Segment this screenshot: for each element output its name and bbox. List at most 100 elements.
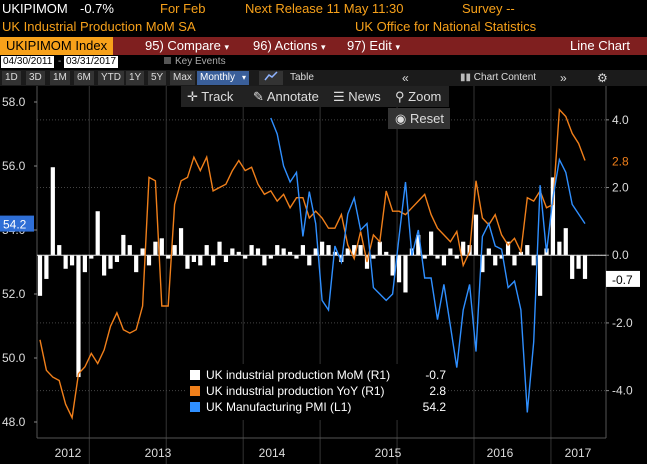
mom-bar — [69, 255, 75, 266]
range-3d-button[interactable]: 3D — [26, 71, 45, 85]
magnifier-icon: ⚲ — [395, 89, 405, 104]
mom-bar — [76, 255, 81, 378]
line-chart[interactable]: 58.056.054.052.050.048.0 4.02.00.0-2.0-4… — [0, 86, 647, 464]
mom-bar — [461, 241, 466, 256]
mom-last-value: -0.7 — [612, 273, 633, 287]
ticker-field[interactable]: UKIPIMOM Index — [0, 37, 114, 55]
actions-label: 96) Actions — [253, 38, 318, 53]
range-1m-button[interactable]: 1M — [50, 71, 70, 85]
track-label: Track — [201, 89, 234, 104]
chart-content-button[interactable]: ▮▮ Chart Content — [460, 71, 536, 85]
mom-bar — [486, 248, 491, 256]
range-ytd-button[interactable]: YTD — [98, 71, 124, 85]
x-tick-label: 2016 — [487, 446, 514, 460]
actions-button[interactable]: 96) Actions ▾ — [253, 37, 325, 56]
mom-bar — [352, 245, 357, 256]
release-period: For Feb — [160, 1, 206, 16]
mom-bar — [281, 248, 286, 256]
frequency-label: Monthly — [200, 72, 236, 83]
mom-bar — [44, 255, 49, 279]
mom-bar — [538, 255, 543, 296]
right-tick-label: 0.0 — [612, 248, 629, 262]
pmi-last-tag — [0, 215, 34, 232]
mom-bar — [185, 255, 190, 269]
mom-bar — [230, 248, 235, 256]
x-tick-label: 2017 — [565, 446, 592, 460]
right-tick-label: -2.0 — [612, 316, 633, 330]
mom-bar — [211, 255, 216, 266]
mom-bar — [166, 255, 171, 259]
chevron-down-icon: ▾ — [395, 42, 400, 52]
mom-bar — [223, 255, 229, 262]
frequency-select[interactable]: Monthly ▾ — [197, 71, 250, 85]
mom-bar — [243, 255, 248, 259]
news-label: News — [348, 89, 381, 104]
mom-bar — [287, 251, 293, 256]
left-tick-label: 50.0 — [2, 351, 26, 365]
mom-bar — [191, 255, 196, 262]
yoy-last-tag-bg — [608, 152, 634, 169]
mom-bar — [377, 241, 382, 256]
reset-button[interactable]: ◉ Reset — [388, 108, 450, 129]
security-description: UK Industrial Production MoM SA — [2, 19, 196, 34]
end-date-field[interactable]: 03/31/2017 — [64, 56, 119, 68]
legend-swatch — [190, 370, 200, 380]
mom-bar — [345, 248, 350, 256]
key-events-toggle[interactable]: Key Events — [164, 55, 226, 69]
range-1d-button[interactable]: 1D — [2, 71, 21, 85]
next-release: Next Release 11 May 11:30 — [245, 1, 404, 16]
legend-swatch — [190, 386, 200, 396]
annotate-button[interactable]: ✎ Annotate — [253, 86, 319, 107]
bar-chart-icon: ▮▮ — [460, 72, 474, 83]
range-5y-button[interactable]: 5Y — [148, 71, 167, 85]
date-separator: - — [58, 56, 62, 67]
mom-bar — [275, 245, 280, 256]
mom-bar — [89, 255, 94, 259]
right-axis-labels: 4.0 2.0 0.0 -2.0 -4.0 — [606, 113, 633, 398]
mom-bar — [576, 255, 581, 269]
collapse-chevrons-icon[interactable]: « — [402, 71, 409, 85]
mom-bar — [499, 255, 504, 259]
mom-bar — [198, 255, 203, 266]
legend: UK industrial production MoM (R1) -0.7 UK … — [187, 364, 447, 420]
mom-bar — [473, 214, 479, 256]
zoom-button[interactable]: ⚲ Zoom — [395, 86, 441, 107]
mom-bar — [396, 255, 402, 283]
last-value: -0.7% — [80, 1, 114, 16]
range-max-button[interactable]: Max — [170, 71, 195, 85]
left-tick-label: 58.0 — [2, 95, 26, 109]
x-axis-labels: 2012 2013 2014 2015 2016 2017 — [55, 446, 592, 460]
table-button[interactable]: Table — [290, 72, 314, 83]
range-6m-button[interactable]: 6M — [74, 71, 94, 85]
mom-bar — [50, 167, 55, 256]
mom-bar — [320, 241, 325, 256]
mom-bar — [441, 255, 447, 266]
mom-bar — [57, 245, 62, 256]
compare-button[interactable]: 95) Compare ▾ — [145, 37, 229, 56]
start-date-field[interactable]: 04/30/2011 — [1, 56, 55, 68]
news-button[interactable]: ☰ News — [333, 86, 381, 107]
mom-bar — [217, 241, 222, 256]
key-events-label: Key Events — [175, 56, 226, 67]
reset-label: Reset — [409, 111, 444, 126]
mom-bar — [454, 255, 459, 259]
mom-bar — [268, 255, 273, 259]
line-chart-icon[interactable] — [259, 71, 283, 85]
track-button[interactable]: ✛ Track — [187, 86, 233, 107]
yoy-line — [39, 108, 586, 421]
mom-bar — [422, 255, 427, 259]
pencil-icon: ✎ — [253, 89, 264, 104]
compare-label: 95) Compare — [145, 38, 221, 53]
range-1y-button[interactable]: 1Y — [126, 71, 145, 85]
edit-button[interactable]: 97) Edit ▾ — [347, 37, 400, 56]
chevron-down-icon: ▾ — [242, 73, 247, 82]
mom-bar — [262, 255, 267, 266]
chart-type-label: Line Chart — [570, 38, 630, 53]
legend-value: 2.8 — [429, 384, 446, 398]
right-tick-label: -4.0 — [612, 384, 633, 398]
chart-tool-panel: ✛ Track ✎ Annotate ☰ News ⚲ Zoom — [181, 86, 449, 107]
expand-chevrons-icon[interactable]: » — [560, 71, 567, 85]
mom-bar — [582, 255, 588, 279]
reset-icon: ◉ — [395, 111, 407, 126]
gear-icon[interactable]: ⚙ — [597, 71, 608, 85]
